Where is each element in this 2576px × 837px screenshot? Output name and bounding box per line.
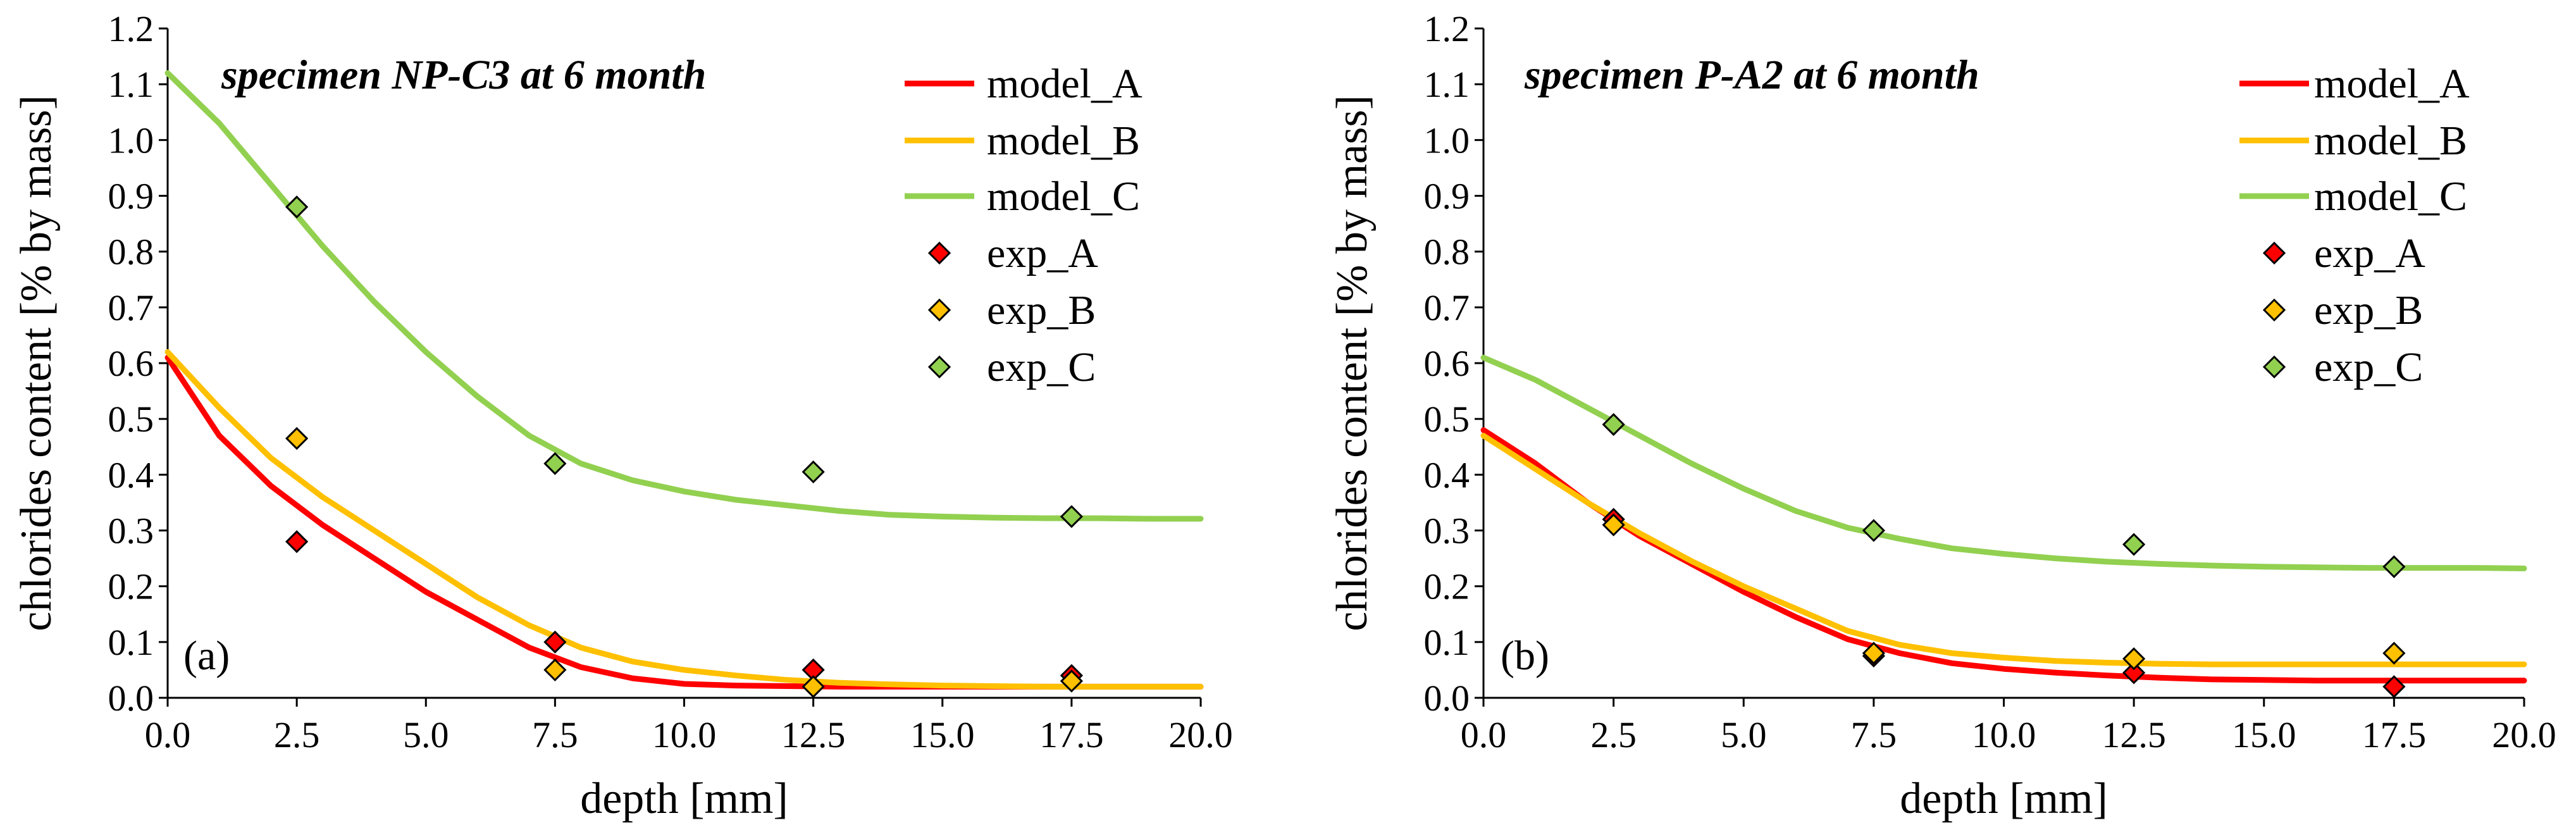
x-tick-label: 7.5: [532, 714, 578, 755]
y-tick-label: 1.1: [108, 64, 154, 105]
y-tick-label: 0.0: [108, 678, 154, 719]
y-tick-label: 0.3: [1424, 511, 1470, 552]
y-tick-label: 0.6: [1424, 343, 1470, 384]
y-axis-title: chlorides content [% by mass]: [12, 95, 61, 631]
data-point-exp-B: [1602, 513, 1625, 536]
y-tick-label: 0.8: [108, 232, 154, 273]
x-axis-title: depth [mm]: [1900, 774, 2108, 823]
y-tick-label: 0.7: [108, 287, 154, 328]
y-tick-label: 0.5: [108, 399, 154, 440]
data-point-exp-C: [2122, 533, 2146, 556]
y-tick-label: 0.4: [108, 454, 154, 495]
x-tick-label: 5.0: [403, 714, 449, 755]
legend-label-model-C: model_C: [2314, 173, 2467, 220]
y-tick-label: 0.9: [1424, 176, 1470, 217]
y-tick-label: 0.1: [1424, 622, 1470, 663]
data-point-exp-B: [285, 426, 309, 450]
legend-label-exp-C: exp_C: [2314, 344, 2423, 390]
data-point-exp-C: [802, 460, 825, 484]
legend-label-model-A: model_A: [2314, 61, 2470, 107]
chart-panel-b: 0.0 0.1 0.2 0.3 0.4 0.5 0.6 0.7 0.8 0.9 1.0 1.1 1.2 0…: [1328, 8, 2556, 823]
x-tick-label: 0.0: [145, 714, 191, 755]
series-line-model-C: [164, 70, 1204, 522]
panel-label: (b): [1501, 633, 1549, 679]
data-point-exp-C: [2382, 555, 2406, 578]
legend-label-model-A: model_A: [987, 61, 1142, 107]
x-tick-label: 2.5: [1590, 714, 1637, 755]
data-point-exp-A: [543, 630, 567, 654]
x-tick-label: 17.5: [1039, 714, 1104, 755]
y-tick-label: 0.3: [108, 511, 154, 552]
legend-label-model-C: model_C: [987, 173, 1140, 220]
legend-swatch-exp-C: [2262, 355, 2286, 379]
series-line-model-A: [164, 354, 1204, 690]
x-tick-label: 20.0: [1168, 714, 1233, 755]
chart-panel-a: 0.0 0.1 0.2 0.3 0.4 0.5 0.6 0.7 0.8 0.9 1.0 1.1 1.2 0…: [12, 8, 1233, 823]
data-point-exp-B: [802, 675, 825, 698]
legend-swatch-exp-C: [927, 355, 951, 379]
chart-title: specimen NP-C3 at 6 month: [221, 52, 706, 98]
data-point-exp-A: [2382, 675, 2406, 698]
y-tick-label: 0.6: [108, 343, 154, 384]
x-tick-label: 5.0: [1721, 714, 1767, 755]
series-line-model-B: [1480, 433, 2527, 667]
panel-label: (a): [183, 633, 230, 679]
x-tick-label: 7.5: [1851, 714, 1897, 755]
legend-swatch-exp-B: [2262, 298, 2286, 322]
x-tick-label: 12.5: [2102, 714, 2166, 755]
x-tick-label: 12.5: [781, 714, 846, 755]
chart-title: specimen P-A2 at 6 month: [1524, 52, 1979, 98]
x-tick-label: 20.0: [2492, 714, 2556, 755]
data-point-exp-A: [285, 530, 309, 554]
data-point-exp-B: [2122, 647, 2146, 671]
data-point-exp-C: [1060, 505, 1083, 528]
x-tick-label: 0.0: [1461, 714, 1507, 755]
y-tick-label: 0.5: [1424, 399, 1470, 440]
legend-label-exp-B: exp_B: [2314, 287, 2423, 333]
legend-swatch-exp-A: [2262, 241, 2286, 265]
x-tick-label: 17.5: [2362, 714, 2427, 755]
y-axis-title: chlorides content [% by mass]: [1328, 95, 1377, 631]
data-point-exp-B: [2382, 642, 2406, 665]
data-point-exp-C: [1602, 412, 1625, 437]
y-tick-label: 1.0: [1424, 120, 1470, 161]
data-point-exp-C: [543, 452, 567, 475]
data-point-exp-C: [1862, 519, 1885, 542]
legend-swatch-exp-A: [927, 241, 951, 265]
x-tick-label: 10.0: [1972, 714, 2036, 755]
x-tick-label: 15.0: [910, 714, 975, 755]
data-point-exp-B: [543, 658, 567, 682]
x-tick-label: 10.0: [652, 714, 717, 755]
y-tick-label: 0.0: [1424, 678, 1470, 719]
legend-label-exp-A: exp_A: [987, 230, 1098, 276]
legend-label-exp-B: exp_B: [987, 287, 1096, 333]
y-tick-label: 0.8: [1424, 232, 1470, 273]
legend-label-model-B: model_B: [2314, 118, 2467, 164]
y-tick-label: 0.7: [1424, 287, 1470, 328]
series-line-model-B: [164, 349, 1204, 690]
y-tick-label: 0.2: [1424, 566, 1470, 607]
data-point-exp-B: [1060, 669, 1083, 693]
data-point-exp-C: [285, 195, 309, 219]
data-point-exp-A: [2122, 661, 2146, 685]
legend-swatch-exp-B: [927, 298, 951, 322]
legend-label-exp-A: exp_A: [2314, 230, 2425, 276]
y-tick-label: 0.9: [108, 176, 154, 217]
legend-label-model-B: model_B: [987, 118, 1140, 164]
y-tick-label: 0.2: [108, 566, 154, 607]
x-tick-label: 15.0: [2232, 714, 2296, 755]
y-tick-label: 0.1: [108, 622, 154, 663]
y-tick-label: 1.1: [1424, 64, 1470, 105]
x-tick-label: 2.5: [274, 714, 320, 755]
y-tick-label: 1.0: [108, 120, 154, 161]
y-tick-label: 1.2: [108, 8, 154, 49]
series-line-model-C: [1480, 354, 2527, 571]
data-point-exp-B: [1862, 642, 1885, 665]
y-tick-label: 0.4: [1424, 454, 1470, 495]
legend-label-exp-C: exp_C: [987, 344, 1096, 390]
x-axis-title: depth [mm]: [580, 774, 788, 823]
y-tick-label: 1.2: [1424, 8, 1470, 49]
